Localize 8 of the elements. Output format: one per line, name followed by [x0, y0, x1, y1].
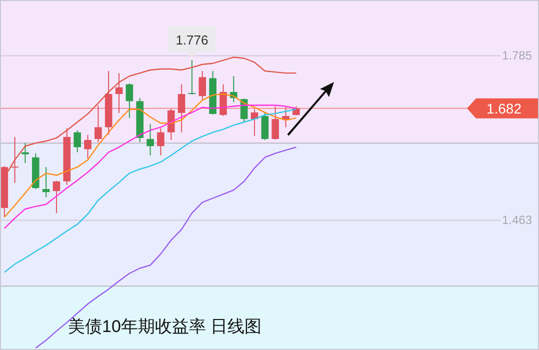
line-series	[4, 93, 297, 218]
ref-line-label: 1.682	[486, 100, 522, 116]
y-tick-label: 1.785	[502, 48, 532, 63]
annotation: 1.776	[176, 32, 208, 48]
line-series	[4, 56, 297, 178]
title: 美债10年期收益率 日线图	[68, 317, 262, 336]
y-tick-label: 1.463	[502, 213, 532, 228]
line-series	[35, 146, 297, 349]
